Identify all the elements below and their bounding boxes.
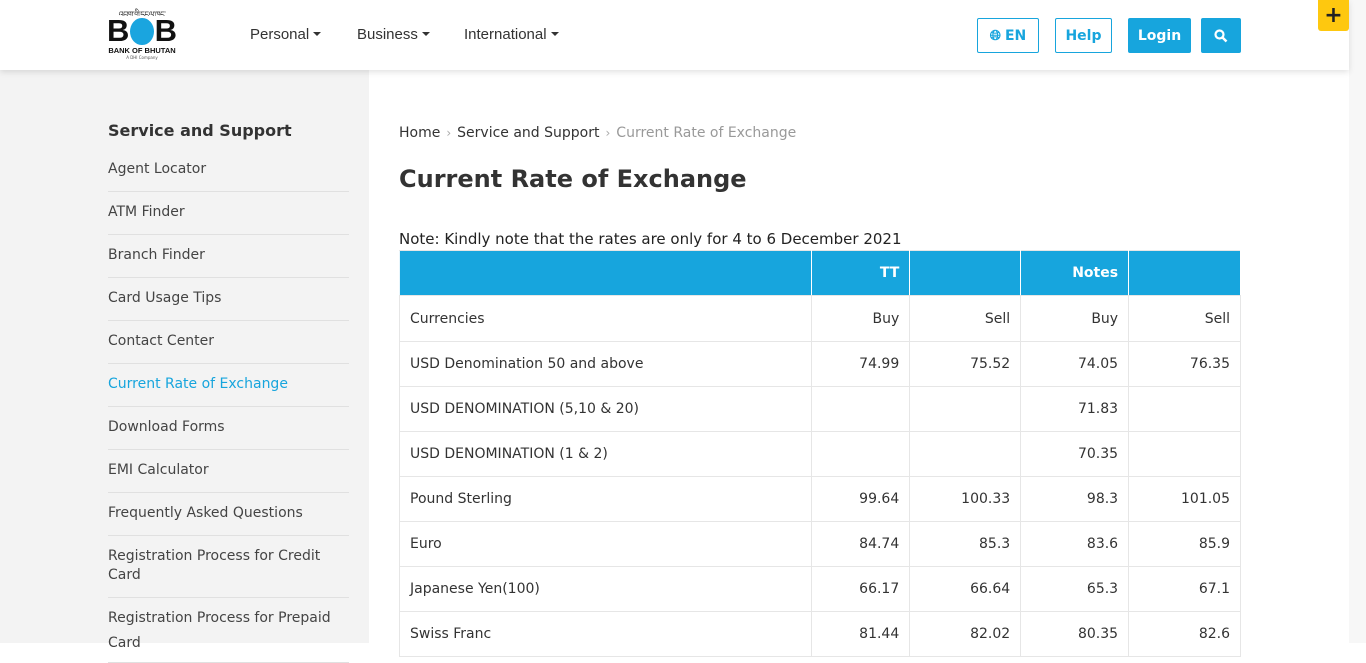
cell-notes-sell: 101.05	[1128, 476, 1241, 522]
cell-notes-buy: 65.3	[1020, 566, 1130, 612]
breadcrumb-home[interactable]: Home	[399, 125, 441, 141]
cell-notes-sell: 67.1	[1128, 566, 1241, 612]
group-header	[909, 250, 1022, 296]
group-header	[398, 250, 813, 296]
cell-currency: Japanese Yen(100)	[398, 566, 813, 612]
cell-currency: USD Denomination 50 and above	[398, 341, 813, 387]
table-row: USD DENOMINATION (5,10 & 20) 71.83	[398, 386, 1241, 432]
cell-notes-buy: 70.35	[1020, 431, 1130, 477]
login-button[interactable]: Login	[1128, 18, 1191, 53]
cell-notes-sell	[1128, 386, 1241, 432]
sidebar-item-download-forms[interactable]: Download Forms	[108, 407, 349, 450]
cell-notes-sell: 76.35	[1128, 341, 1241, 387]
cell-notes-buy: 83.6	[1020, 521, 1130, 567]
cell-tt-buy: 66.17	[811, 566, 911, 612]
logo-name: BANK OF BHUTAN	[108, 46, 176, 55]
sidebar-item-agent-locator[interactable]: Agent Locator	[108, 149, 349, 192]
cell-currency: USD DENOMINATION (5,10 & 20)	[398, 386, 813, 432]
cell-notes-buy: 74.05	[1020, 341, 1130, 387]
column-header-tt-sell: Sell	[909, 295, 1022, 342]
cell-notes-sell: 82.6	[1128, 611, 1241, 657]
cell-currency: USD DENOMINATION (1 & 2)	[398, 431, 813, 477]
column-header-currencies: Currencies	[398, 295, 813, 342]
table-group-header: TT Notes	[398, 250, 1241, 296]
cell-tt-buy: 81.44	[811, 611, 911, 657]
cell-currency: Euro	[398, 521, 813, 567]
cell-tt-sell: 82.02	[909, 611, 1022, 657]
exchange-rate-table: TT Notes Currencies Buy Sell Buy Sell US…	[398, 250, 1241, 657]
table-row: Pound Sterling 99.64 100.33 98.3 101.05	[398, 476, 1241, 522]
cell-tt-sell: 100.33	[909, 476, 1022, 522]
chevron-right-icon: ›	[605, 126, 611, 140]
globe-icon: 🌐︎	[989, 27, 1001, 44]
sidebar-item-current-rate-of-exchange[interactable]: Current Rate of Exchange	[108, 364, 349, 407]
logo-tagline: A DHI Company	[126, 55, 158, 60]
table-row: USD DENOMINATION (1 & 2) 70.35	[398, 431, 1241, 477]
sidebar-item-credit-card-registration[interactable]: Registration Process for Credit Card	[108, 536, 349, 598]
group-header-notes: Notes	[1020, 250, 1130, 296]
cell-notes-buy: 80.35	[1020, 611, 1130, 657]
column-header-tt-buy: Buy	[811, 295, 911, 342]
sidebar-item-faq[interactable]: Frequently Asked Questions	[108, 493, 349, 536]
nav-international[interactable]: International	[464, 26, 559, 43]
table-row: USD Denomination 50 and above 74.99 75.52 7…	[398, 341, 1241, 387]
breadcrumb-service-support[interactable]: Service and Support	[457, 125, 600, 141]
breadcrumb: Home › Service and Support › Current Rate of…	[399, 125, 796, 141]
nav-personal[interactable]: Personal	[250, 26, 321, 43]
cell-notes-sell	[1128, 431, 1241, 477]
sidebar-item-atm-finder[interactable]: ATM Finder	[108, 192, 349, 235]
cell-tt-sell	[909, 386, 1022, 432]
cell-currency: Swiss Franc	[398, 611, 813, 657]
group-header-tt: TT	[811, 250, 911, 296]
cell-tt-buy: 99.64	[811, 476, 911, 522]
search-icon	[1214, 28, 1228, 42]
column-header-notes-sell: Sell	[1128, 295, 1241, 342]
table-row: Swiss Franc 81.44 82.02 80.35 82.6	[398, 611, 1241, 657]
sidebar-menu: Agent Locator ATM Finder Branch Finder C…	[108, 149, 349, 663]
table-sub-header: Currencies Buy Sell Buy Sell	[398, 295, 1241, 342]
plus-button[interactable]: +	[1318, 0, 1349, 31]
cell-notes-buy: 71.83	[1020, 386, 1130, 432]
sidebar-item-emi-calculator[interactable]: EMI Calculator	[108, 450, 349, 493]
sidebar-item-contact-center[interactable]: Contact Center	[108, 321, 349, 364]
sidebar	[0, 70, 369, 643]
cell-notes-sell: 85.9	[1128, 521, 1241, 567]
table-row: Japanese Yen(100) 66.17 66.64 65.3 67.1	[398, 566, 1241, 612]
group-header	[1128, 250, 1241, 296]
sidebar-item-card-usage-tips[interactable]: Card Usage Tips	[108, 278, 349, 321]
language-button[interactable]: 🌐︎ EN	[977, 18, 1039, 53]
page-title: Current Rate of Exchange	[399, 165, 747, 193]
cell-tt-sell: 66.64	[909, 566, 1022, 612]
cell-tt-buy	[811, 431, 911, 477]
cell-tt-buy: 84.74	[811, 521, 911, 567]
cell-notes-buy: 98.3	[1020, 476, 1130, 522]
cell-tt-buy	[811, 386, 911, 432]
table-row: Euro 84.74 85.3 83.6 85.9	[398, 521, 1241, 567]
help-button[interactable]: Help	[1055, 18, 1112, 53]
cell-tt-buy: 74.99	[811, 341, 911, 387]
sidebar-item-prepaid-card-registration[interactable]: Registration Process for Prepaid Card	[108, 598, 349, 663]
sidebar-title: Service and Support	[108, 121, 292, 140]
cell-tt-sell: 75.52	[909, 341, 1022, 387]
cell-tt-sell: 85.3	[909, 521, 1022, 567]
logo-tibetan: འབྲུག་གི་དངུལ་ཁང་	[118, 10, 166, 16]
sidebar-item-branch-finder[interactable]: Branch Finder	[108, 235, 349, 278]
cell-currency: Pound Sterling	[398, 476, 813, 522]
rates-note: Note: Kindly note that the rates are onl…	[399, 230, 902, 248]
chevron-right-icon: ›	[446, 126, 452, 140]
column-header-notes-buy: Buy	[1020, 295, 1130, 342]
cell-tt-sell	[909, 431, 1022, 477]
nav-business[interactable]: Business	[357, 26, 430, 43]
breadcrumb-current: Current Rate of Exchange	[616, 125, 797, 141]
search-button[interactable]	[1201, 18, 1241, 53]
